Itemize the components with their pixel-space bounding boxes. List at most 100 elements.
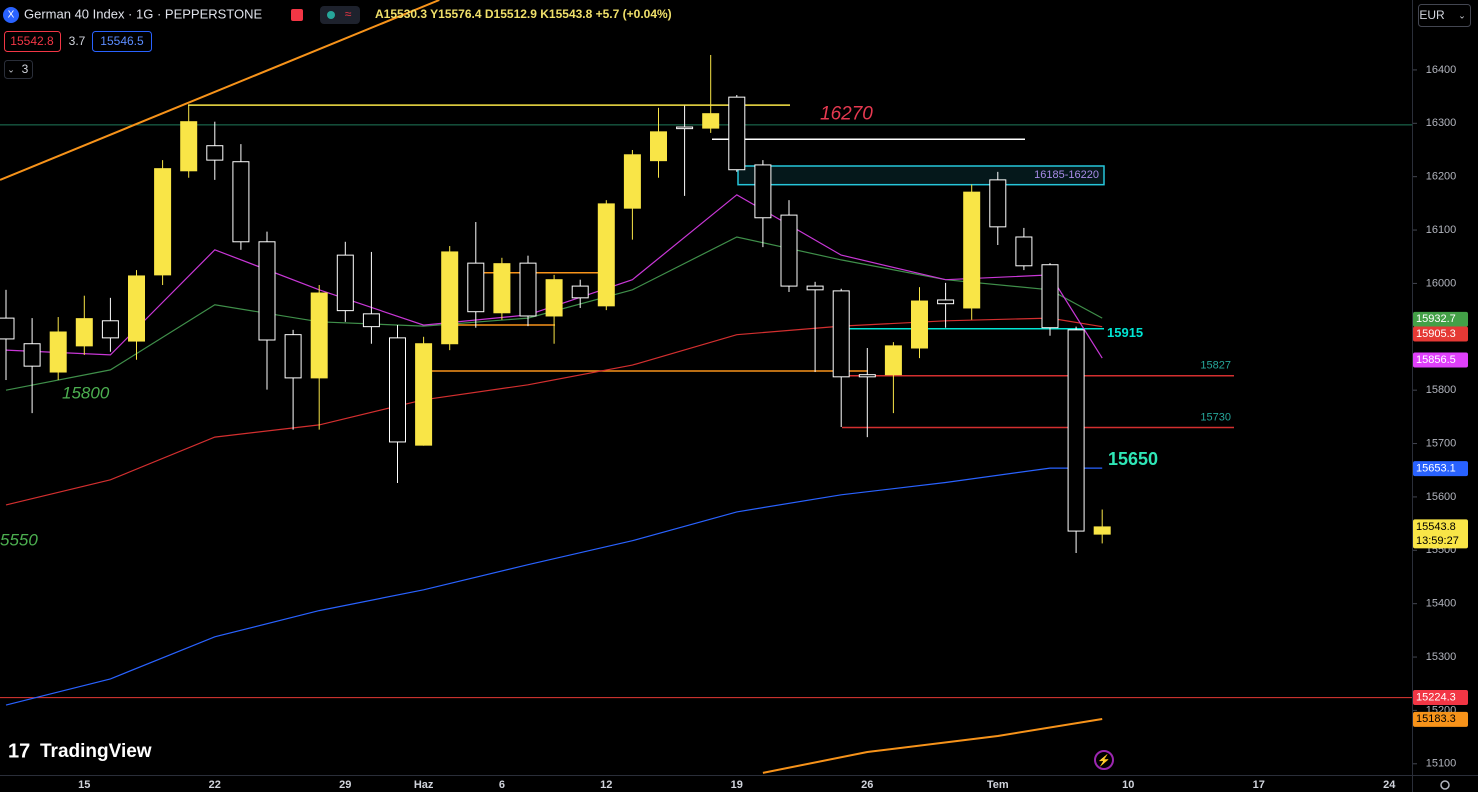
ohlc: A15530.3 Y15576.4 D15512.9 K15543.8 +5.7… (375, 7, 672, 21)
y-tick-label: 16400 (1426, 64, 1457, 76)
candle-body (676, 126, 694, 130)
candle-body (0, 317, 15, 340)
chevron: ⌄ (7, 64, 15, 74)
level-label: 15827 (1200, 360, 1231, 372)
x-tick-label: 17 (1253, 779, 1265, 791)
candle-body (1067, 329, 1085, 532)
candle-body (702, 113, 720, 129)
price-label-box (1413, 461, 1468, 477)
symbol-icon (3, 7, 19, 23)
countdown: 13:59:27 (1416, 535, 1459, 547)
y-tick-label: 16000 (1426, 277, 1457, 289)
symbol-icon-mark: X (8, 10, 15, 21)
indicator-line (762, 718, 1103, 774)
y-tick-label: 15800 (1426, 384, 1457, 396)
candle-body (101, 320, 119, 339)
x-tick-label: 29 (339, 779, 351, 791)
candle-body (362, 313, 380, 328)
candle-body (336, 254, 354, 312)
candle-body (310, 292, 328, 379)
level-label: 16270 (820, 103, 873, 124)
indicator-line (0, 0, 440, 181)
brand-logo: 17 (8, 740, 30, 762)
flag-icon[interactable] (291, 9, 303, 21)
annotation: 15800 (62, 383, 110, 402)
candle-body (858, 374, 876, 378)
price-label: 15932.7 (1416, 313, 1456, 325)
plot: 16270 15915 15827 15730 16185-16220 15800 5550… (0, 0, 1412, 774)
settings-icon[interactable] (1440, 780, 1450, 790)
indicator-line (5, 467, 1103, 706)
annotation: 5550 (0, 530, 38, 549)
buy-box[interactable] (92, 31, 152, 52)
x-tick-label: Haz (414, 779, 434, 791)
price-label: 15905.3 (1416, 328, 1456, 340)
price-label: 15856.5 (1416, 354, 1456, 366)
candle-body (128, 275, 146, 342)
x-tick-label: 24 (1383, 779, 1396, 791)
sell-price: 15542.8 (10, 34, 54, 48)
candle-body (1015, 236, 1033, 267)
candle-body (728, 96, 746, 171)
price-label-box (1413, 311, 1468, 327)
x-tick-label: 12 (600, 779, 612, 791)
market-open-dot (327, 11, 335, 19)
annotation: 15650 (1108, 449, 1158, 469)
y-tick-label: 15400 (1426, 598, 1457, 610)
buy-price: 15546.5 (100, 34, 144, 48)
candle-body (206, 145, 224, 161)
candle-body (23, 343, 41, 367)
y-tick-label: 15600 (1426, 491, 1457, 503)
candle-body (154, 168, 172, 276)
candle-body (937, 299, 955, 305)
price-label: 15224.3 (1416, 691, 1456, 703)
indicators-toggle[interactable] (4, 60, 33, 79)
sell-box[interactable] (4, 31, 61, 52)
candle-body (571, 285, 589, 299)
candle-body (258, 241, 276, 341)
candle-body (284, 334, 302, 379)
symbol: German 40 Index · 1G · PEPPERSTONE (24, 6, 263, 21)
candle-body (780, 214, 798, 287)
y-tick-label: 15100 (1426, 758, 1457, 770)
x-tick-label: 15 (78, 779, 90, 791)
spread: 3.7 (69, 34, 86, 48)
candle-body (884, 345, 902, 376)
brand: TradingView (40, 741, 152, 762)
price-label-box (1413, 352, 1468, 368)
level-label: 15915 (1107, 325, 1143, 340)
candle-body (545, 279, 563, 317)
candle-body (623, 154, 641, 209)
indicator-line (5, 317, 1103, 506)
candle-body (1041, 264, 1059, 329)
x-tick-label: 26 (861, 779, 873, 791)
candle-body (232, 161, 250, 243)
x-tick-label: 19 (731, 779, 743, 791)
price-label: 15653.1 (1416, 462, 1456, 474)
replay-bolt: ⚡ (1097, 754, 1111, 767)
candle-body (75, 318, 93, 347)
y-tick-label: 15700 (1426, 437, 1457, 449)
currency: EUR (1419, 8, 1445, 22)
candle-body (989, 179, 1007, 228)
status-box (320, 6, 360, 24)
price-label: 15183.3 (1416, 713, 1456, 725)
candle-body (49, 331, 67, 373)
x-tick-label: 6 (499, 779, 505, 791)
candle-body (415, 343, 433, 446)
y-tick-label: 16300 (1426, 117, 1457, 129)
candle-body (649, 131, 667, 162)
candle-body (180, 121, 198, 172)
candle-body (519, 262, 537, 317)
candle-body (441, 251, 459, 345)
price-label-box (1413, 519, 1468, 549)
currency-box[interactable] (1418, 4, 1471, 27)
candle-body (597, 203, 615, 307)
level-label: 15730 (1200, 411, 1231, 423)
zone-label: 16185-16220 (1034, 169, 1099, 181)
replay-icon[interactable] (1094, 750, 1114, 770)
zone-box (737, 165, 1105, 186)
indicator-count: 3 (22, 62, 29, 76)
